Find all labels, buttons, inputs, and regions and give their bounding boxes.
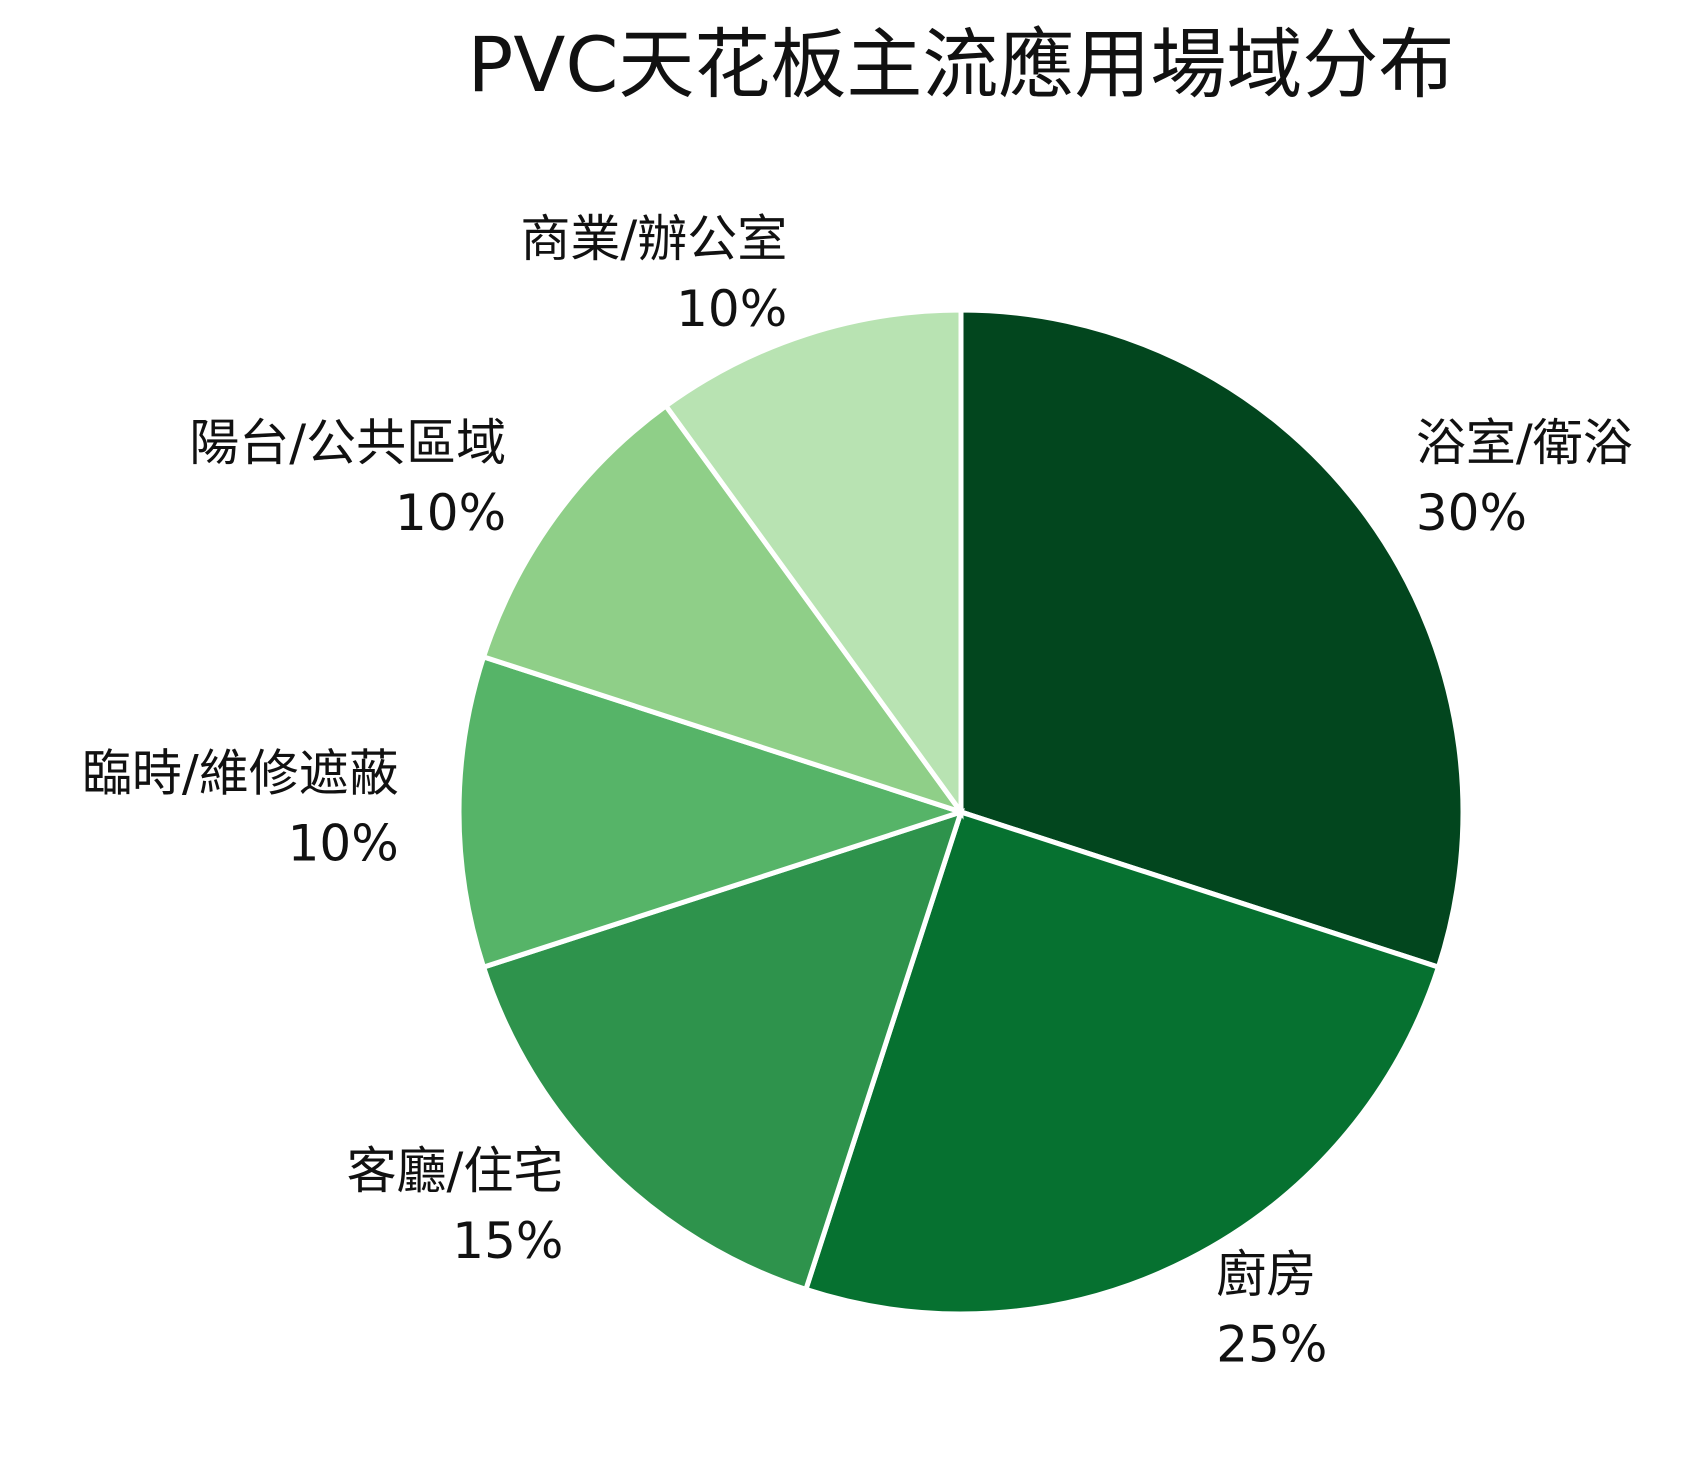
slice-label: 陽台/公共區域 (189, 414, 506, 472)
pie-slice (456, 653, 970, 971)
slice-label: 商業/辦公室 (520, 210, 787, 268)
pie-slice (958, 307, 1466, 971)
slice-value-label: 15% (452, 1212, 563, 1270)
chart-title: PVC天花板主流應用場域分布 (468, 20, 1455, 109)
slice-value-label: 10% (395, 484, 506, 542)
slice-label: 臨時/維修遮蔽 (82, 745, 399, 803)
pie-slice (480, 402, 968, 817)
slice-label: 客廳/住宅 (347, 1142, 564, 1200)
pie-slice (802, 808, 1442, 1317)
slice-label: 浴室/衛浴 (1416, 414, 1633, 472)
slice-value-label: 10% (288, 815, 399, 873)
slice-value-label: 25% (1216, 1315, 1327, 1373)
slice-value-label: 10% (676, 280, 787, 338)
slice-value-label: 30% (1416, 484, 1527, 542)
pie-slice (662, 307, 964, 820)
slice-label: 廚房 (1216, 1245, 1316, 1303)
pie-slice (480, 808, 965, 1293)
